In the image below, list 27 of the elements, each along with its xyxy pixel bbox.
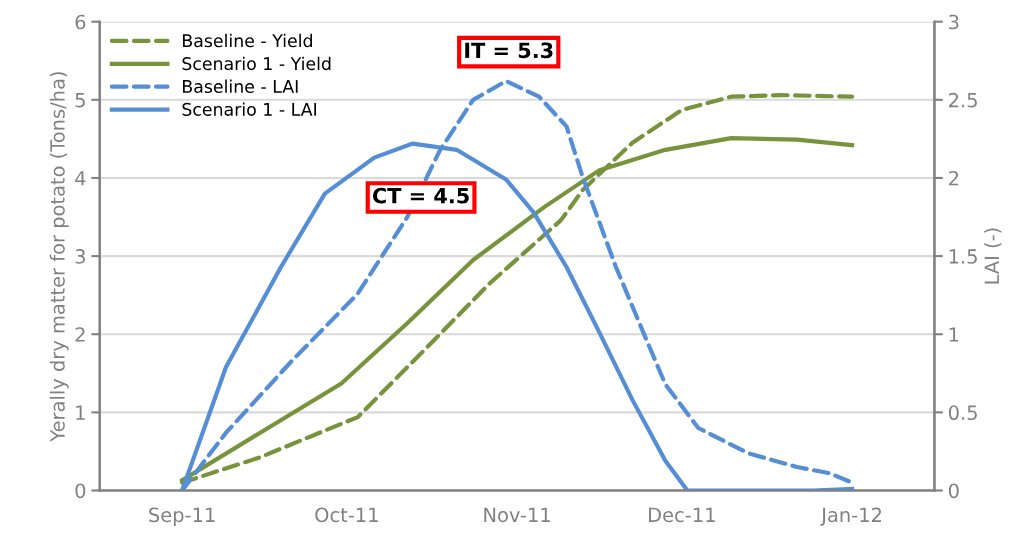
- y2-tick-label: 0: [948, 483, 959, 499]
- y2-tick-label: 1: [949, 327, 959, 342]
- y-tick-label: 0: [75, 483, 86, 499]
- annotation: IT = 5.3: [465, 42, 553, 59]
- x-tick-label: Jan-12: [820, 507, 881, 526]
- x-tick-label: Oct-11: [315, 507, 378, 523]
- y-tick-label: 5: [75, 93, 85, 108]
- y-tick-label: 4: [75, 171, 86, 186]
- x-tick-label: Nov-11: [484, 507, 550, 523]
- y2-tick-label: 3: [949, 14, 959, 30]
- y2-tick-label: 2: [949, 170, 959, 186]
- y-tick-label: 2: [75, 327, 85, 342]
- legend-label: Baseline - LAI: [183, 79, 298, 94]
- annotation: CT = 4.5: [372, 187, 469, 204]
- legend-label: Baseline - Yield: [183, 33, 312, 48]
- legend-label: Scenario 1 - Yield: [182, 56, 331, 71]
- y-tick-label: 3: [75, 249, 85, 264]
- legend-label: Scenario 1 - LAI: [182, 102, 317, 116]
- y2-tick-label: 1.5: [949, 249, 977, 264]
- x-tick-label: Dec-11: [649, 507, 715, 523]
- y2-axis-title: LAI (-): [984, 228, 1002, 284]
- y-axis-title: Yerally dry matter for potato (Tons/ha): [49, 72, 69, 442]
- y2-tick-label: 2.5: [949, 92, 977, 108]
- y-tick-label: 6: [75, 14, 86, 30]
- y-tick-label: 1: [76, 405, 85, 420]
- y2-tick-label: 0.5: [948, 405, 977, 421]
- x-tick-label: Sep-11: [149, 507, 215, 526]
